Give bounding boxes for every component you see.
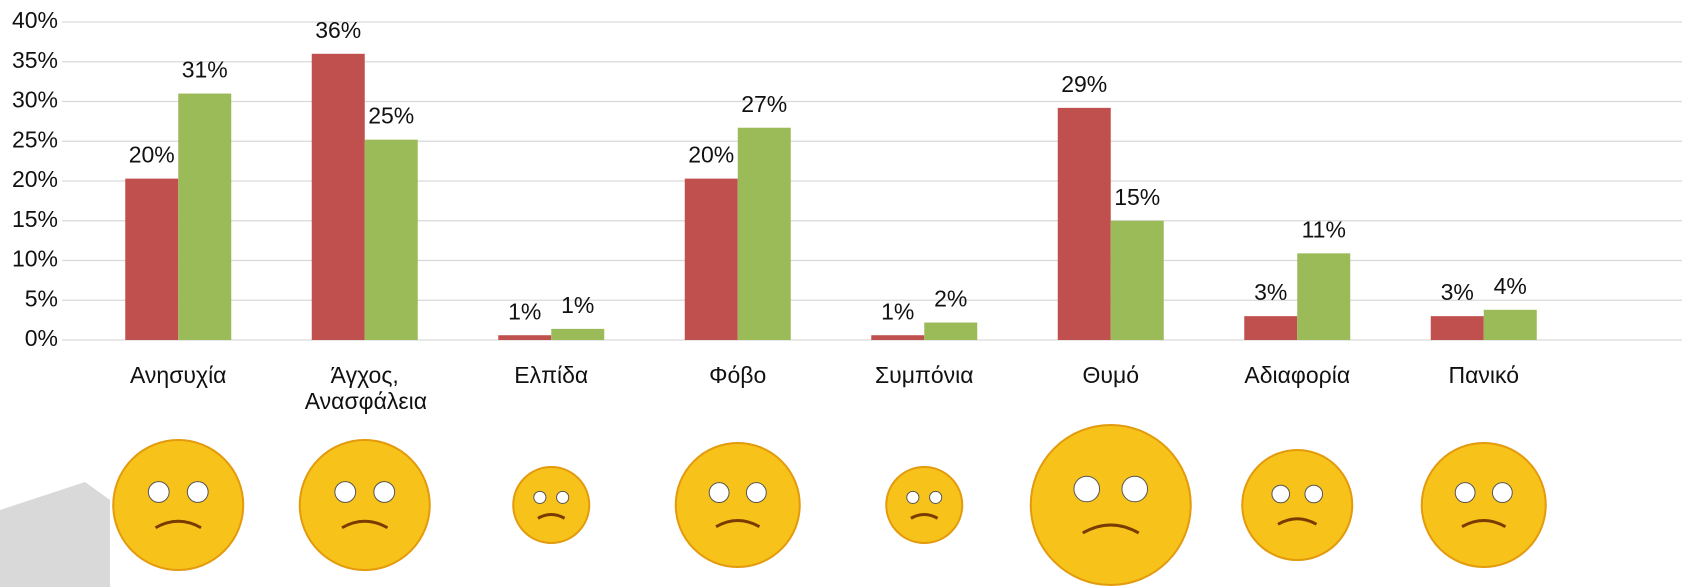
- y-tick-label: 30%: [12, 87, 58, 113]
- bar: [178, 93, 232, 340]
- data-label: 20%: [129, 142, 175, 168]
- data-label: 3%: [1254, 279, 1287, 305]
- data-label: 1%: [561, 292, 594, 318]
- bar: [871, 335, 925, 340]
- emoji-eye: [1073, 475, 1101, 503]
- bar: [684, 178, 738, 340]
- emoji-eye: [1454, 482, 1476, 504]
- y-tick-label: 25%: [12, 126, 58, 152]
- bar: [1430, 316, 1484, 340]
- data-label: 4%: [1494, 273, 1527, 299]
- emoji-eye: [1304, 484, 1324, 504]
- emoji-mouth: [1082, 523, 1140, 535]
- data-label: 27%: [741, 91, 787, 117]
- x-tick-label: Συμπόνια: [874, 362, 974, 388]
- bar: [311, 53, 365, 341]
- x-tick-label: Ανησυχία: [130, 362, 227, 388]
- data-label: 36%: [315, 17, 361, 43]
- emoji-eye: [906, 490, 920, 504]
- emoji-eye: [708, 482, 730, 504]
- emoji-face: [885, 466, 964, 544]
- emoji-eye: [186, 481, 209, 503]
- emoji-face: [512, 466, 591, 544]
- emoji-face: [1029, 424, 1192, 586]
- emoji-eye: [556, 490, 570, 504]
- emoji-mouth: [910, 513, 939, 520]
- x-tick-label: Άγχος, Ανασφάλεια: [304, 362, 428, 414]
- decoration: [0, 482, 110, 587]
- data-label: 20%: [688, 142, 734, 168]
- bar: [364, 139, 418, 340]
- bar: [1244, 316, 1298, 340]
- emoji-eye: [373, 481, 396, 503]
- emoji-face: [1241, 449, 1354, 561]
- emoji-eye: [533, 490, 547, 504]
- bar: [1483, 309, 1537, 340]
- y-tick-label: 10%: [12, 246, 58, 272]
- emoji-mouth: [154, 519, 202, 530]
- bar: [551, 328, 605, 340]
- bar: [1110, 220, 1164, 340]
- data-label: 31%: [182, 57, 228, 83]
- data-label: 29%: [1061, 71, 1107, 97]
- x-tick-label: Αδιαφορία: [1244, 362, 1351, 388]
- emoji-face: [298, 439, 431, 571]
- y-tick-label: 0%: [25, 325, 58, 351]
- emoji-mouth: [1277, 517, 1318, 526]
- y-tick-label: 15%: [12, 206, 58, 232]
- emoji-eye: [1121, 475, 1149, 503]
- emoji-face: [1420, 442, 1547, 568]
- emoji-face: [112, 439, 245, 571]
- emoji-eye: [147, 481, 170, 503]
- data-label: 1%: [881, 298, 914, 324]
- bar: [125, 178, 179, 340]
- emoji-mouth: [1461, 519, 1507, 529]
- emoji-mouth: [537, 513, 566, 520]
- emoji-mouth: [341, 519, 389, 530]
- emoji-face: [674, 442, 801, 568]
- y-tick-label: 40%: [12, 7, 58, 33]
- bar: [498, 335, 552, 340]
- bar: [1057, 107, 1111, 340]
- data-label: 3%: [1441, 279, 1474, 305]
- bar: [1297, 253, 1351, 340]
- x-tick-label: Ελπίδα: [514, 362, 589, 388]
- y-tick-label: 20%: [12, 166, 58, 192]
- emoji-eye: [1491, 482, 1513, 504]
- data-label: 1%: [508, 298, 541, 324]
- data-label: 15%: [1114, 184, 1160, 210]
- emoji-eye: [1271, 484, 1291, 504]
- x-tick-label: Πανικό: [1448, 362, 1520, 388]
- emoji-eye: [334, 481, 357, 503]
- data-label: 25%: [368, 103, 414, 129]
- bar: [924, 322, 978, 340]
- y-tick-label: 5%: [25, 285, 58, 311]
- y-tick-label: 35%: [12, 47, 58, 73]
- emoji-eye: [745, 482, 767, 504]
- emoji-mouth: [715, 519, 761, 529]
- x-tick-label: Θυμό: [1082, 362, 1139, 388]
- x-tick-label: Φόβο: [709, 362, 767, 388]
- data-label: 2%: [934, 286, 967, 312]
- data-label: 11%: [1302, 216, 1346, 242]
- emoji-eye: [929, 490, 943, 504]
- bar: [737, 127, 791, 340]
